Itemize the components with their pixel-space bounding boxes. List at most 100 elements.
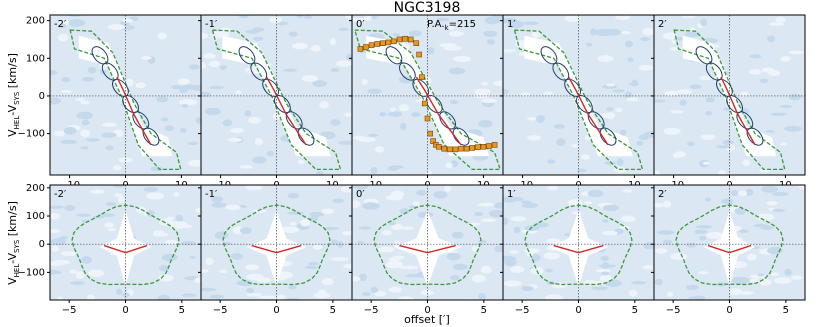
noise — [179, 99, 198, 106]
noise — [236, 280, 253, 287]
noise — [238, 15, 250, 19]
rotation-point — [491, 142, 498, 148]
noise — [346, 53, 352, 61]
noise — [81, 76, 94, 82]
noise — [597, 55, 614, 63]
noise — [296, 15, 303, 19]
noise — [389, 107, 396, 112]
noise — [521, 202, 539, 209]
noise — [75, 97, 86, 101]
noise — [481, 98, 498, 103]
noise — [67, 19, 86, 27]
noise — [766, 201, 778, 206]
noise — [300, 219, 311, 227]
x-tick-label: 0 — [424, 305, 430, 316]
y-axis-label-part: -V — [6, 104, 19, 115]
noise — [188, 64, 200, 70]
noise — [784, 125, 803, 132]
noise — [104, 222, 115, 228]
noise — [448, 67, 466, 75]
y-axis-label: VHEL-VSYS [km/s] — [6, 201, 21, 285]
y-tick-label: −100 — [18, 129, 45, 140]
noise — [69, 269, 77, 274]
noise — [141, 56, 152, 60]
x-tick-label: −5 — [62, 305, 77, 316]
noise — [316, 170, 324, 175]
y-tick-label: 0 — [39, 91, 45, 102]
noise — [702, 161, 710, 165]
model-contour — [707, 244, 752, 254]
noise — [225, 204, 241, 211]
noise — [188, 159, 201, 167]
noise — [784, 268, 792, 276]
noise — [352, 17, 366, 22]
noise — [201, 269, 209, 273]
noise — [478, 119, 493, 128]
noise — [50, 97, 62, 105]
x-tick-label: 5 — [632, 305, 638, 316]
rotation-point — [357, 46, 364, 52]
noise — [510, 216, 527, 222]
noise — [679, 99, 687, 106]
noise — [208, 60, 220, 68]
panel: -2′ −5 0 5 200 100 0 −100 — [18, 183, 202, 316]
noise — [589, 28, 597, 36]
noise — [227, 137, 243, 142]
noise — [211, 196, 224, 203]
noise — [246, 287, 255, 294]
noise — [728, 288, 743, 296]
rotation-point — [368, 42, 375, 48]
model-contour — [251, 244, 302, 254]
panel-label: -2′ — [54, 189, 67, 200]
x-tick-label: 0 — [575, 305, 581, 316]
panel-body — [654, 15, 805, 175]
noise — [620, 215, 636, 223]
noise — [654, 99, 666, 103]
noise — [379, 111, 387, 117]
noise — [748, 68, 762, 75]
noise — [310, 45, 321, 52]
noise — [63, 126, 77, 135]
panel-body — [654, 185, 805, 300]
emission-contour — [297, 127, 315, 146]
noise — [524, 248, 540, 254]
noise — [566, 15, 573, 20]
noise — [486, 39, 496, 45]
noise — [286, 297, 300, 300]
x-tick-label: −5 — [213, 305, 228, 316]
noise — [405, 274, 421, 278]
noise — [494, 245, 503, 253]
noise — [547, 185, 559, 191]
noise — [503, 196, 517, 203]
noise — [493, 80, 503, 87]
noise — [654, 203, 665, 208]
panel: 2′ −5 0 5 — [651, 184, 806, 316]
noise — [175, 214, 184, 223]
noise — [86, 138, 100, 142]
noise — [749, 278, 760, 283]
noise — [474, 88, 491, 95]
noise — [194, 277, 201, 284]
noise — [662, 200, 672, 208]
noise — [80, 146, 89, 150]
noise — [503, 49, 517, 53]
noise — [189, 255, 197, 259]
noise — [252, 36, 264, 41]
rotation-point — [480, 144, 487, 150]
noise — [527, 135, 541, 141]
noise — [599, 113, 614, 118]
noise — [717, 170, 726, 175]
noise — [471, 245, 479, 252]
rotation-point — [385, 39, 392, 46]
noise — [606, 107, 614, 112]
panel-label: -2′ — [54, 19, 67, 30]
noise — [662, 239, 673, 245]
noise — [478, 239, 487, 243]
noise — [765, 129, 775, 133]
figure-title: NGC3198 — [394, 0, 461, 16]
noise — [770, 112, 788, 116]
noise — [370, 167, 378, 175]
noise — [381, 229, 392, 236]
x-tick-label: 5 — [481, 305, 487, 316]
noise — [685, 284, 699, 291]
